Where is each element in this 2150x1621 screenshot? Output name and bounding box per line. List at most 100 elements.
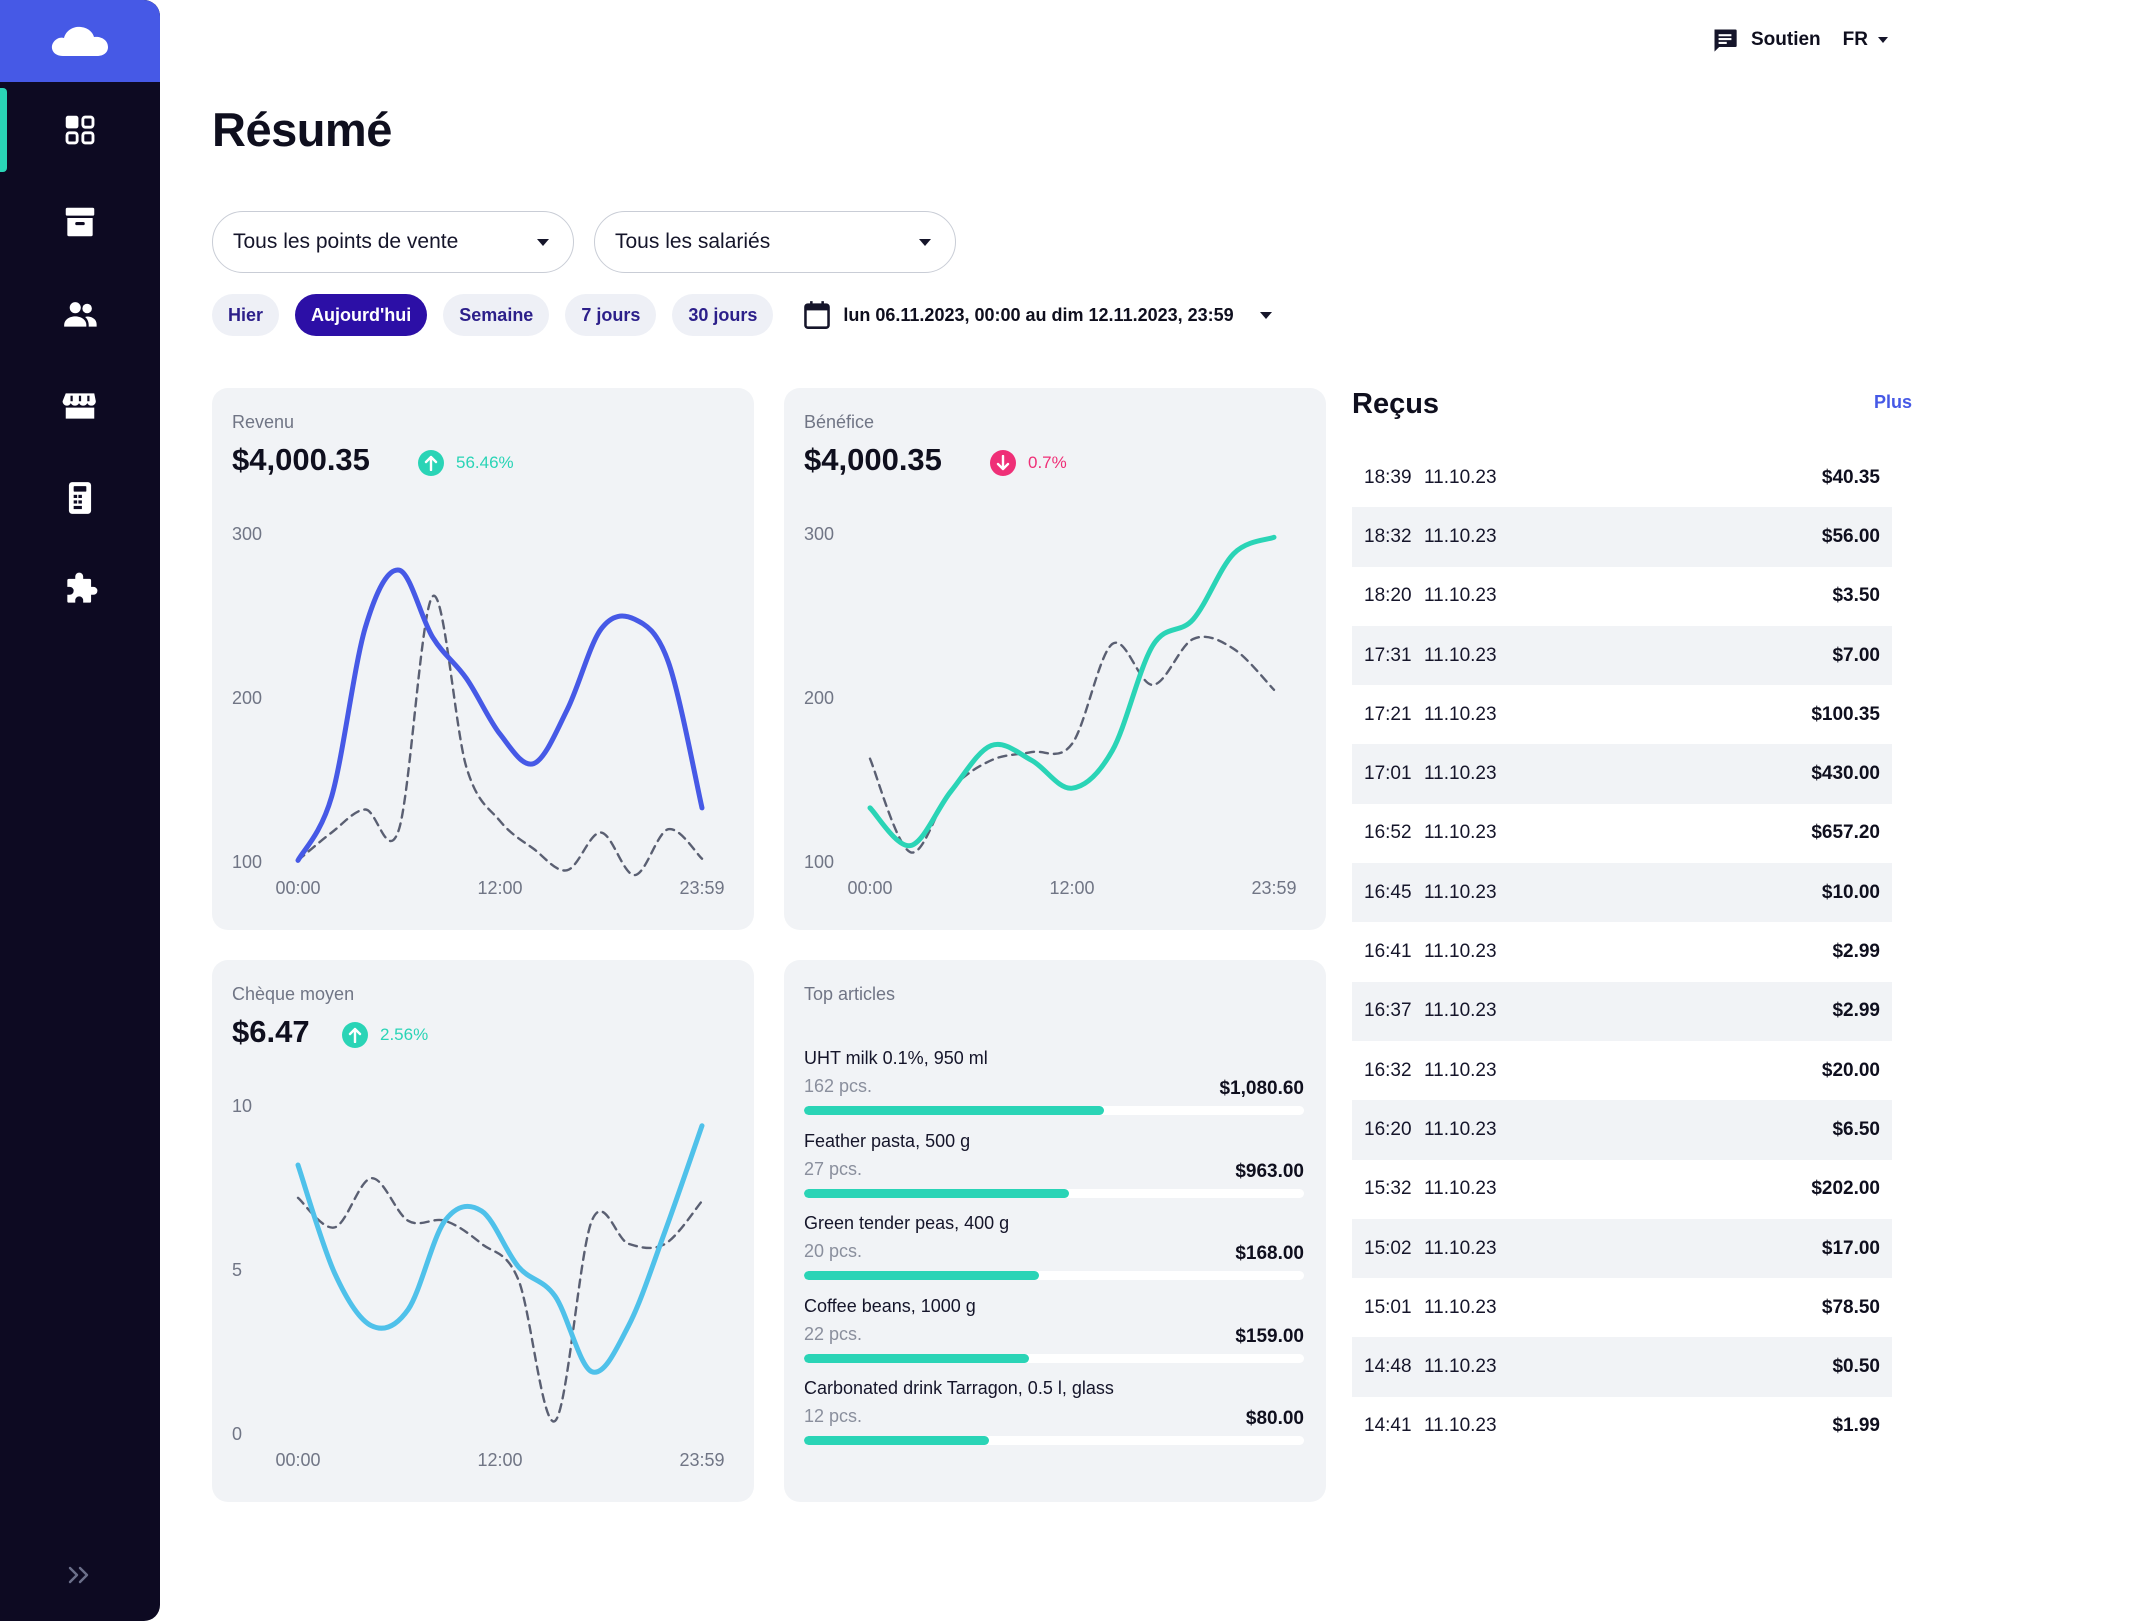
article-progress-fill (804, 1271, 1039, 1280)
period-chip-week[interactable]: Semaine (443, 294, 550, 336)
receipt-date: 11.10.23 (1424, 763, 1497, 785)
y-tick-label: 300 (804, 524, 834, 544)
y-tick-label: 300 (232, 524, 262, 544)
receipt-row[interactable]: 17:31 11.10.23 $7.00 (1352, 625, 1892, 686)
x-tick-label: 12:00 (477, 878, 522, 898)
receipt-row[interactable]: 17:01 11.10.23 $430.00 (1352, 744, 1892, 804)
receipt-row[interactable]: 16:52 11.10.23 $657.20 (1352, 804, 1892, 863)
article-amount: $159.00 (1235, 1325, 1304, 1347)
receipt-row[interactable]: 14:48 11.10.23 $0.50 (1352, 1337, 1892, 1397)
comparison-series-line (296, 1177, 704, 1423)
top-articles-card: Top articles UHT milk 0.1%, 950 ml 162 pc… (784, 960, 1326, 1502)
x-tick-label: 00:00 (275, 878, 320, 898)
profit-chart: 300 200 100 00:00 12:00 23:59 (804, 524, 1297, 898)
receipt-row[interactable]: 15:01 11.10.23 $78.50 (1352, 1278, 1892, 1337)
article-amount: $80.00 (1245, 1408, 1304, 1429)
receipt-amount: $17.00 (1821, 1237, 1880, 1259)
support-link[interactable]: Soutien (1711, 26, 1821, 54)
receipt-date: 11.10.23 (1424, 1356, 1497, 1378)
revenue-delta-value: 56.46% (456, 453, 514, 472)
article-qty: 27 pcs. (804, 1158, 863, 1179)
cloud-logo-icon (51, 26, 108, 56)
article-name: Carbonated drink Tarragon, 0.5 l, glass (804, 1378, 1114, 1398)
article-item[interactable]: Coffee beans, 1000 g 22 pcs. $159.00 (804, 1296, 1304, 1378)
profit-delta-value: 0.7% (1028, 453, 1067, 472)
date-range-picker[interactable]: lun 06.11.2023, 00:00 au dim 12.11.2023,… (803, 300, 1272, 330)
receipt-row[interactable]: 16:32 11.10.23 $20.00 (1352, 1041, 1892, 1100)
profit-value: $4,000.35 (804, 442, 942, 477)
receipts-more-link[interactable]: Plus (1873, 392, 1912, 412)
calendar-icon (804, 301, 831, 329)
period-chip-7-days[interactable]: 7 jours (565, 294, 657, 336)
article-progress-fill (804, 1188, 1069, 1198)
article-progress-fill (804, 1436, 989, 1445)
sidebar-item-dashboard[interactable] (0, 84, 160, 176)
receipt-date: 11.10.23 (1424, 1059, 1497, 1081)
receipt-row[interactable]: 17:21 11.10.23 $100.35 (1352, 685, 1892, 744)
article-item[interactable]: UHT milk 0.1%, 950 ml 162 pcs. $1,080.60 (804, 1048, 1304, 1130)
receipt-date: 11.10.23 (1424, 1000, 1497, 1022)
receipt-time: 14:41 (1364, 1415, 1412, 1437)
y-tick-label: 200 (232, 688, 262, 708)
current-series-line (295, 1123, 705, 1375)
receipt-amount: $100.35 (1811, 703, 1880, 725)
receipt-date: 11.10.23 (1424, 1296, 1497, 1318)
arrow-down-icon (990, 450, 1016, 476)
receipt-amount: $78.50 (1821, 1296, 1880, 1318)
article-item[interactable]: Green tender peas, 400 g 20 pcs. $168.00 (804, 1213, 1304, 1295)
article-progress-track (804, 1271, 1304, 1280)
receipt-time: 16:41 (1364, 941, 1412, 963)
receipt-date: 11.10.23 (1424, 466, 1497, 488)
receipt-row[interactable]: 16:20 11.10.23 $6.50 (1352, 1100, 1892, 1160)
points-of-sale-select[interactable]: Tous les points de vente (212, 211, 574, 273)
receipt-row[interactable]: 16:41 11.10.23 $2.99 (1352, 922, 1892, 981)
y-tick-label: 100 (804, 852, 834, 872)
receipt-time: 17:21 (1364, 703, 1412, 725)
receipt-row[interactable]: 16:37 11.10.23 $2.99 (1352, 981, 1892, 1041)
receipt-row[interactable]: 18:39 11.10.23 $40.35 (1352, 448, 1892, 507)
x-tick-label: 00:00 (847, 878, 892, 898)
period-chip-yesterday[interactable]: Hier (212, 294, 280, 336)
sidebar-item-archive[interactable] (0, 176, 160, 268)
receipt-row[interactable]: 16:45 11.10.23 $10.00 (1352, 863, 1892, 923)
receipt-row[interactable]: 14:41 11.10.23 $1.99 (1352, 1397, 1892, 1456)
period-chip-30-days[interactable]: 30 jours (672, 294, 774, 336)
receipt-row[interactable]: 18:20 11.10.23 $3.50 (1352, 567, 1892, 626)
receipt-date: 11.10.23 (1424, 881, 1497, 903)
x-tick-label: 23:59 (1251, 878, 1296, 898)
caret-down-icon (1259, 311, 1272, 319)
arrow-up-icon (342, 1022, 368, 1048)
receipt-date: 11.10.23 (1424, 822, 1497, 844)
receipt-time: 17:01 (1364, 763, 1412, 785)
article-progress-track (804, 1106, 1304, 1115)
caret-down-icon (1878, 37, 1888, 43)
sidebar-item-extensions[interactable] (0, 544, 160, 636)
article-item[interactable]: Carbonated drink Tarragon, 0.5 l, glass 1… (804, 1378, 1304, 1460)
article-item[interactable]: Feather pasta, 500 g 27 pcs. $963.00 (804, 1131, 1304, 1213)
terminal-icon (68, 482, 92, 514)
receipt-time: 15:01 (1364, 1296, 1412, 1318)
sidebar-item-terminal[interactable] (0, 452, 160, 544)
article-amount: $168.00 (1235, 1243, 1304, 1264)
receipt-amount: $56.00 (1821, 525, 1880, 547)
article-progress-fill (804, 1353, 1029, 1363)
receipt-row[interactable]: 15:32 11.10.23 $202.00 (1352, 1160, 1892, 1219)
app-logo[interactable] (0, 0, 160, 82)
sidebar-item-users[interactable] (0, 268, 160, 360)
receipt-row[interactable]: 18:32 11.10.23 $56.00 (1352, 507, 1892, 567)
receipt-time: 15:32 (1364, 1178, 1412, 1200)
receipt-amount: $0.50 (1832, 1356, 1880, 1378)
x-tick-label: 12:00 (1049, 878, 1094, 898)
sidebar-item-stores[interactable] (0, 360, 160, 452)
employees-select[interactable]: Tous les salariés (594, 211, 956, 273)
language-select[interactable]: FR (1843, 29, 1888, 51)
period-chip-today[interactable]: Aujourd'hui (295, 294, 428, 336)
points-of-sale-value: Tous les points de vente (233, 230, 459, 253)
receipt-row[interactable]: 15:02 11.10.23 $17.00 (1352, 1218, 1892, 1279)
expand-sidebar-button[interactable] (0, 1553, 160, 1597)
comparison-series-line (868, 635, 1276, 854)
language-label: FR (1842, 29, 1868, 50)
receipt-date: 11.10.23 (1424, 1178, 1497, 1200)
receipt-amount: $40.35 (1821, 466, 1880, 488)
receipt-date: 11.10.23 (1424, 525, 1497, 547)
